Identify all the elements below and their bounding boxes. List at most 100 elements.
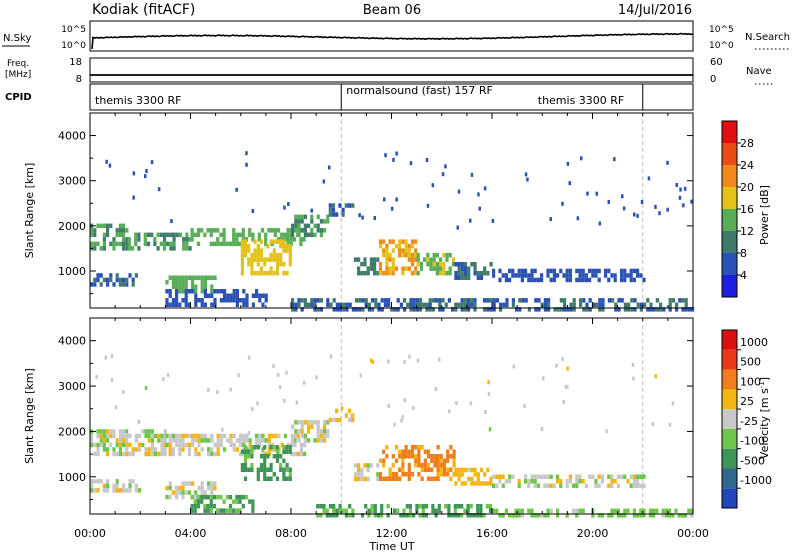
data-cell <box>351 413 355 418</box>
scatter-cell <box>654 374 657 379</box>
data-cell <box>390 307 394 312</box>
data-cell <box>543 307 547 312</box>
data-cell <box>150 442 154 448</box>
data-cell <box>680 513 684 518</box>
data-cell <box>342 307 346 312</box>
data-cell <box>524 273 528 278</box>
data-cell <box>138 433 142 439</box>
scatter-cell <box>666 207 669 212</box>
data-cell <box>222 228 226 233</box>
data-cell <box>118 282 122 287</box>
data-cell <box>264 293 268 298</box>
data-cell <box>419 302 423 308</box>
data-cell <box>154 447 158 452</box>
data-cell <box>178 275 182 280</box>
data-cell <box>146 232 151 238</box>
data-cell <box>476 271 480 276</box>
data-cell <box>147 433 151 439</box>
data-cell <box>575 474 579 479</box>
data-cell <box>569 302 573 308</box>
data-cell <box>162 246 167 251</box>
scatter-cell <box>302 380 306 385</box>
data-cell <box>380 508 384 513</box>
data-cell <box>319 429 323 434</box>
scatter-cell <box>416 358 420 363</box>
data-cell <box>527 307 531 312</box>
data-cell <box>259 266 264 271</box>
data-cell <box>457 472 461 477</box>
data-cell <box>229 298 233 303</box>
data-cell <box>248 228 252 233</box>
data-cell <box>378 261 383 267</box>
data-cell <box>288 257 292 262</box>
colorbar-swatch <box>722 187 737 209</box>
scatter-cell <box>576 216 580 221</box>
data-cell <box>380 307 384 312</box>
data-cell <box>565 268 569 274</box>
data-cell <box>259 257 264 262</box>
data-cell <box>540 302 544 308</box>
data-cell <box>112 488 116 493</box>
data-cell <box>630 298 634 303</box>
data-cell <box>165 298 169 303</box>
data-cell <box>473 298 477 303</box>
colorbar-swatch <box>722 143 737 165</box>
data-cell <box>425 307 429 312</box>
data-cell <box>243 243 248 249</box>
data-cell <box>431 307 435 312</box>
scatter-cell <box>221 427 224 432</box>
data-cell <box>102 232 106 238</box>
data-cell <box>431 508 435 513</box>
freq-left-tick-bottom: 8 <box>76 74 82 85</box>
data-cell <box>415 508 419 513</box>
data-cell <box>382 248 386 253</box>
data-cell <box>552 277 556 283</box>
data-cell <box>275 454 280 459</box>
data-cell <box>131 451 135 457</box>
data-cell <box>380 513 384 518</box>
nsky-right-tick-bottom: 10^0 <box>709 41 734 51</box>
data-cell <box>407 449 411 454</box>
data-cell <box>228 503 233 509</box>
data-cell <box>470 476 474 482</box>
data-cell <box>143 237 147 242</box>
data-cell <box>216 451 220 457</box>
data-cell <box>394 476 399 481</box>
data-cell <box>259 454 264 459</box>
scatter-cell <box>144 385 148 390</box>
data-cell <box>466 513 470 518</box>
data-cell <box>256 467 260 472</box>
data-cell <box>125 442 129 448</box>
data-cell <box>498 479 502 484</box>
data-cell <box>584 273 588 278</box>
data-cell <box>232 433 236 439</box>
data-cell <box>361 298 365 303</box>
data-cell <box>404 252 408 258</box>
data-cell <box>629 277 633 283</box>
data-cell <box>203 508 207 513</box>
data-cell <box>412 302 416 308</box>
data-cell <box>439 261 443 267</box>
data-cell <box>261 293 265 298</box>
data-cell <box>543 513 547 518</box>
data-cell <box>285 243 289 249</box>
scatter-cell <box>349 413 353 418</box>
data-cell <box>575 508 579 514</box>
data-cell <box>415 302 419 308</box>
data-cell <box>206 228 210 233</box>
data-cell <box>419 298 423 303</box>
data-cell <box>639 474 643 479</box>
data-cell <box>185 237 189 242</box>
data-cell <box>181 438 185 443</box>
data-cell <box>655 508 659 514</box>
data-cell <box>235 293 239 298</box>
data-cell <box>250 270 254 276</box>
data-cell <box>417 463 421 468</box>
scatter-cell <box>425 158 429 162</box>
data-cell <box>351 203 355 208</box>
data-cell <box>357 270 361 276</box>
data-cell <box>316 420 320 425</box>
data-cell <box>276 228 281 233</box>
data-cell <box>323 429 327 434</box>
data-cell <box>302 237 306 242</box>
